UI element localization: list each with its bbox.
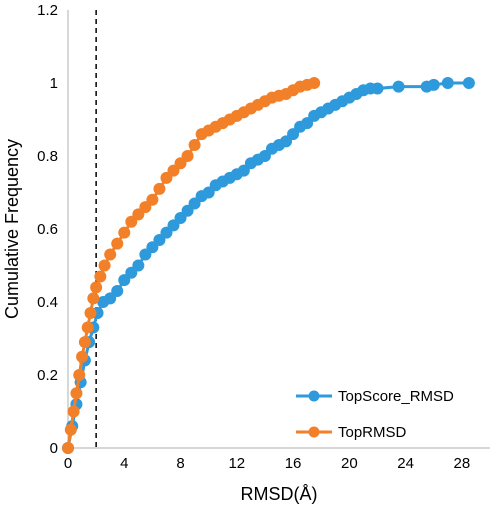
legend-marker-toprmsd: [308, 426, 320, 438]
x-tick-label: 24: [397, 455, 414, 472]
data-point-toprmsd: [76, 350, 89, 363]
x-tick-label: 8: [176, 455, 184, 472]
data-point-toprmsd: [94, 270, 107, 283]
y-tick-label: 1.2: [37, 2, 58, 19]
series-group: [62, 77, 475, 454]
y-axis-title: Cumulative Frequency: [2, 139, 22, 319]
data-point-topscore-rmsd: [462, 77, 475, 89]
data-point-toprmsd: [98, 259, 111, 272]
data-point-toprmsd: [78, 336, 91, 349]
series-toprmsd: [62, 77, 321, 454]
y-tick-label: 0.6: [37, 221, 58, 238]
x-tick-label: 20: [341, 455, 358, 472]
legend-label-toprmsd: TopRMSD: [338, 424, 407, 441]
data-point-topscore-rmsd: [111, 285, 124, 298]
data-point-toprmsd: [67, 405, 80, 418]
data-point-toprmsd: [70, 387, 83, 400]
x-tick-label: 4: [120, 455, 128, 472]
legend-marker-topscore-rmsd: [308, 390, 320, 402]
data-point-toprmsd: [111, 237, 124, 250]
x-tick-label: 0: [64, 455, 72, 472]
y-tick-label: 0: [50, 440, 58, 457]
y-tick-label: 0.2: [37, 367, 58, 384]
data-point-toprmsd: [153, 182, 166, 195]
x-tick-label: 16: [285, 455, 302, 472]
data-point-toprmsd: [81, 321, 94, 334]
data-point-toprmsd: [84, 306, 97, 319]
y-tick-label: 0.8: [37, 148, 58, 165]
data-point-toprmsd: [104, 248, 117, 261]
axes: [67, 10, 490, 449]
data-point-toprmsd: [146, 193, 159, 206]
data-point-topscore-rmsd: [132, 259, 145, 272]
data-point-toprmsd: [308, 77, 321, 89]
data-point-toprmsd: [73, 369, 86, 381]
data-point-toprmsd: [64, 423, 77, 436]
data-point-toprmsd: [62, 442, 74, 454]
x-tick-label: 28: [454, 455, 471, 472]
data-point-topscore-rmsd: [371, 82, 384, 95]
data-point-toprmsd: [90, 281, 103, 294]
y-tick-label: 1: [50, 75, 58, 92]
y-tick-label: 0.4: [37, 294, 58, 311]
data-point-toprmsd: [181, 150, 194, 162]
data-point-topscore-rmsd: [392, 80, 405, 93]
legend: TopScore_RMSD TopRMSD: [296, 388, 454, 441]
data-point-toprmsd: [118, 226, 131, 239]
x-axis-title: RMSD(Å): [241, 484, 318, 504]
tick-labels: 0 4 8 12 16 20 24 28 0 0.2 0.4 0.6 0.8 1 1.2: [37, 2, 470, 472]
x-tick-label: 12: [228, 455, 245, 472]
legend-label-topscore-rmsd: TopScore_RMSD: [338, 388, 454, 405]
data-point-toprmsd: [188, 139, 201, 152]
data-point-topscore-rmsd: [441, 77, 454, 89]
data-point-toprmsd: [87, 292, 100, 305]
data-point-topscore-rmsd: [427, 78, 440, 91]
